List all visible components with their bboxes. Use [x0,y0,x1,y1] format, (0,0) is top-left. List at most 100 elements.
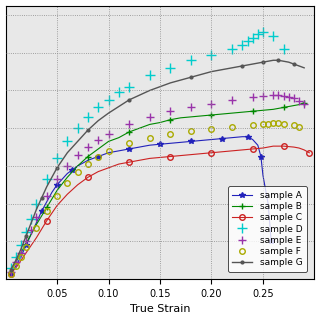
sample C [148,156,152,160]
sample G [45,185,49,188]
sample C [86,175,90,179]
sample E [276,93,280,97]
sample G [35,207,38,211]
sample A [86,158,90,162]
sample D [148,74,152,77]
Line: sample B: sample B [7,99,308,275]
sample D [9,266,12,270]
sample C [240,148,244,152]
sample D [45,177,49,181]
sample G [261,60,265,64]
sample D [55,156,59,160]
sample F [271,122,275,125]
sample G [86,128,90,132]
sample C [199,152,203,156]
sample E [282,94,285,98]
sample E [127,123,131,126]
sample B [282,106,285,109]
sample D [251,36,255,40]
Line: sample E: sample E [6,91,308,276]
sample E [45,194,49,198]
sample C [76,183,80,187]
sample A [266,202,270,206]
sample C [14,266,18,270]
sample A [35,220,38,224]
sample B [35,222,38,226]
sample A [55,183,59,187]
sample E [230,98,234,102]
sample F [297,125,301,129]
sample E [14,260,18,264]
sample D [35,202,38,206]
sample C [297,146,301,150]
sample A [71,168,75,172]
sample A [210,138,213,141]
sample G [76,140,80,143]
sample F [230,125,234,129]
sample F [168,132,172,136]
sample A [259,155,263,158]
sample A [269,239,273,243]
sample A [107,151,110,155]
sample B [292,104,296,108]
sample F [282,122,285,126]
Line: sample F: sample F [8,121,302,276]
sample G [282,59,285,63]
sample A [45,200,49,204]
sample G [55,166,59,170]
sample D [117,91,121,94]
sample F [65,181,69,185]
sample D [127,85,131,89]
sample G [107,111,110,115]
sample C [45,219,49,223]
sample D [14,255,18,259]
sample G [210,70,213,74]
sample G [302,66,306,70]
sample D [107,98,110,102]
sample D [282,47,285,51]
sample G [256,61,260,65]
sample C [251,147,255,151]
sample A [158,142,162,146]
sample B [240,110,244,114]
sample C [220,150,224,154]
sample E [297,99,301,103]
sample G [96,119,100,123]
sample E [287,95,291,99]
sample A [220,137,224,140]
sample A [9,272,12,276]
sample G [127,98,131,102]
sample F [276,122,280,125]
sample A [50,190,54,194]
sample D [210,53,213,57]
sample F [189,129,193,133]
sample E [271,93,275,97]
sample D [65,140,69,143]
sample E [251,95,255,99]
sample F [210,127,213,131]
sample G [40,196,44,200]
sample F [107,149,110,153]
sample C [168,155,172,158]
sample C [107,166,110,170]
sample F [9,272,12,276]
sample C [117,162,121,166]
sample G [292,62,296,66]
sample A [19,255,23,259]
Line: sample C: sample C [8,143,312,276]
sample F [292,124,296,127]
sample B [287,105,291,108]
sample F [76,170,80,173]
sample A [199,139,203,142]
sample B [297,103,301,107]
sample B [168,118,172,122]
sample B [220,112,224,116]
sample G [9,268,12,272]
sample A [40,209,44,213]
sample G [168,81,172,85]
sample D [240,43,244,47]
sample B [9,270,12,274]
sample B [117,136,121,140]
sample A [96,155,100,158]
sample F [127,141,131,145]
